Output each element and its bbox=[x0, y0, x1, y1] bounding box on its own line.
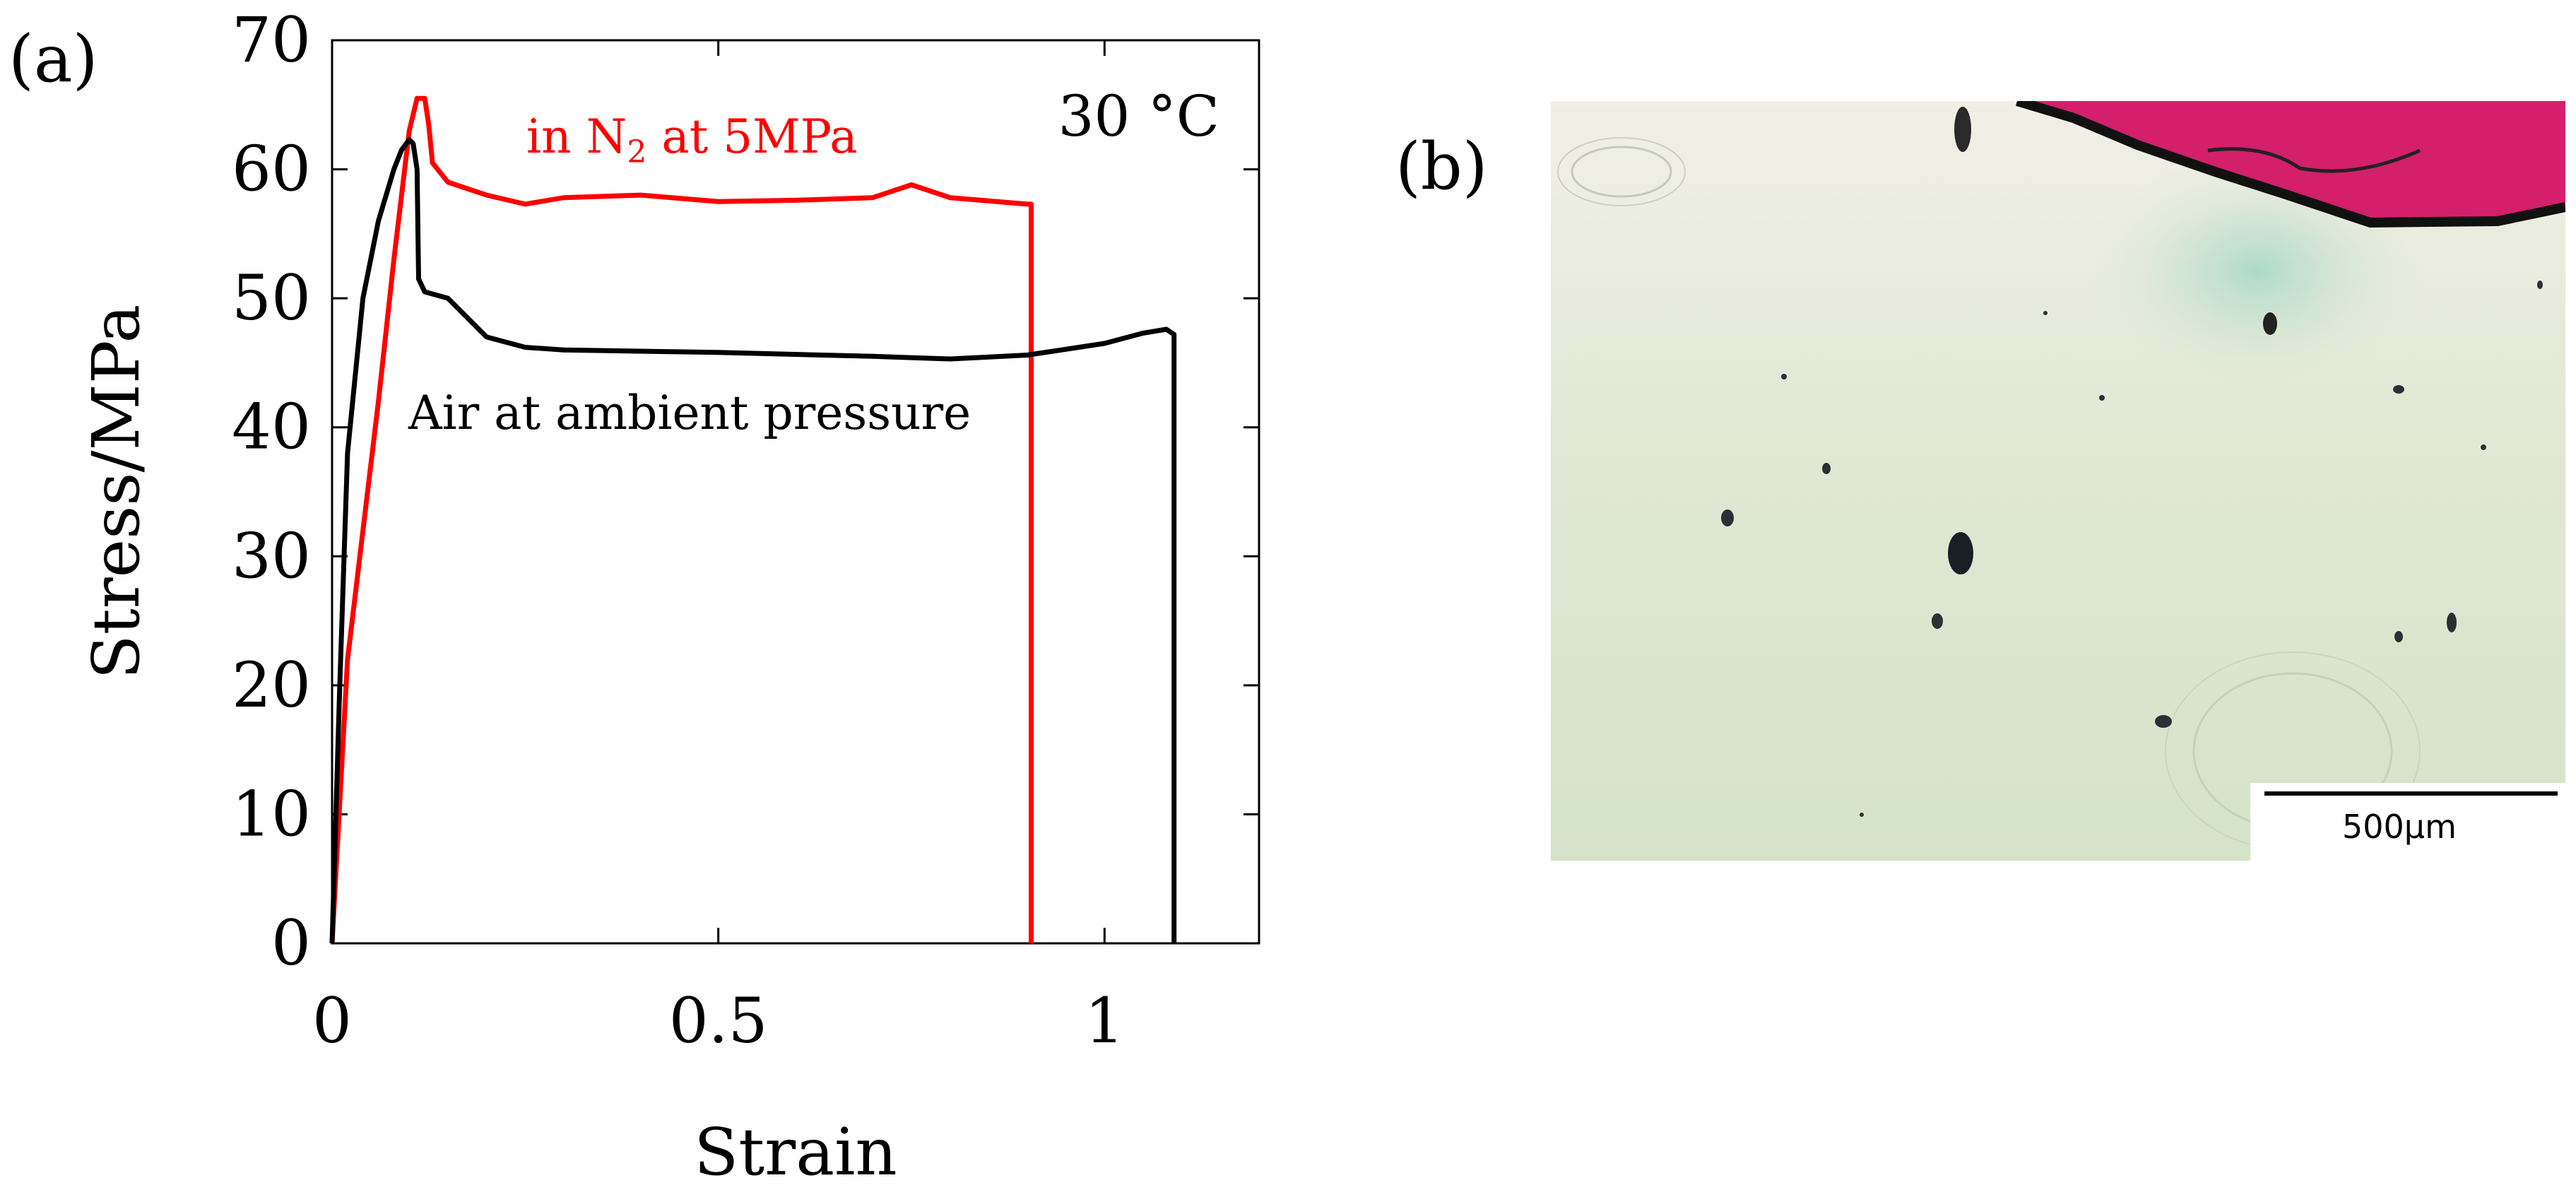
debris-particle bbox=[2393, 385, 2404, 394]
y-tick-label: 30 bbox=[232, 519, 311, 592]
legend-n2: in N2 at 5MPa bbox=[526, 110, 858, 170]
debris-particle bbox=[2481, 444, 2486, 450]
debris-particle bbox=[2155, 715, 2172, 728]
debris-particle bbox=[2537, 281, 2543, 289]
y-tick-label: 0 bbox=[271, 907, 311, 979]
x-tick-label: 0.5 bbox=[669, 984, 768, 1057]
cut-edge bbox=[2015, 101, 2565, 228]
fiber bbox=[2207, 147, 2421, 173]
debris-particle bbox=[1932, 613, 1943, 629]
debris-particle bbox=[2263, 312, 2277, 335]
debris-particle bbox=[1822, 463, 1831, 474]
plot-frame bbox=[331, 39, 1260, 945]
debris-particle bbox=[1781, 374, 1787, 379]
y-tick-label: 70 bbox=[232, 4, 311, 76]
x-tick-label: 1 bbox=[1085, 984, 1124, 1057]
y-tick-label: 40 bbox=[232, 391, 311, 464]
panel-b-label: (b) bbox=[1395, 129, 1488, 204]
debris-particle bbox=[1954, 107, 1971, 152]
x-axis-label: Strain bbox=[694, 1114, 897, 1190]
x-tick-label: 0 bbox=[312, 984, 352, 1057]
debris-particle bbox=[2394, 631, 2403, 642]
debris-particle bbox=[2447, 613, 2457, 632]
series-line-n2 bbox=[329, 95, 1034, 944]
debris-particle bbox=[1721, 509, 1734, 526]
scale-bar-label: 500μm bbox=[2342, 808, 2457, 846]
ring-artifact bbox=[1557, 137, 1686, 206]
series-line-air bbox=[329, 137, 1177, 944]
debris-particle bbox=[1860, 813, 1864, 817]
y-tick-label: 10 bbox=[232, 777, 311, 850]
temperature-annotation: 30 °C bbox=[1058, 83, 1219, 149]
y-axis-label: Stress/MPa bbox=[78, 305, 154, 680]
data-series bbox=[329, 95, 1177, 944]
y-tick-label: 60 bbox=[232, 133, 311, 206]
axis-ticks: 0 10 20 30 40 50 60 70 0 0.5 1 bbox=[232, 4, 1259, 1057]
legend-air: Air at ambient pressure bbox=[408, 386, 971, 440]
y-tick-label: 50 bbox=[232, 261, 311, 334]
scale-bar-panel bbox=[2250, 783, 2565, 861]
debris-particle bbox=[1948, 532, 1973, 574]
ring-artifact bbox=[1571, 146, 1672, 198]
debris-particle bbox=[2099, 395, 2105, 401]
micrograph-image: 500μm bbox=[1551, 101, 2565, 861]
panel-a-label: (a) bbox=[8, 21, 98, 97]
y-tick-label: 20 bbox=[232, 649, 311, 721]
debris-particle bbox=[2043, 311, 2048, 315]
